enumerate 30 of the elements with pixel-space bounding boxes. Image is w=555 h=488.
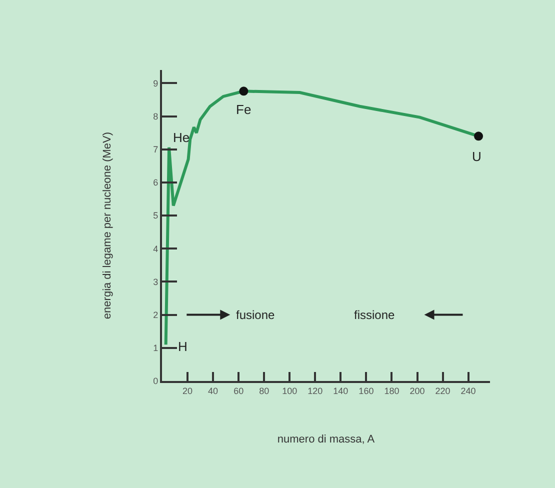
x-axis-title: numero di massa, A bbox=[277, 434, 376, 446]
x-tick-label: 40 bbox=[208, 386, 218, 396]
y-tick-label: 7 bbox=[153, 144, 158, 155]
x-tick-label: 180 bbox=[384, 386, 400, 396]
x-tick-label: 220 bbox=[435, 386, 450, 396]
x-tick-label: 80 bbox=[259, 386, 270, 396]
x-tick-label: 200 bbox=[410, 386, 425, 396]
x-tick-label: 120 bbox=[308, 386, 323, 396]
y-tick-label: 4 bbox=[153, 244, 158, 254]
y-tick-label: 0 bbox=[153, 376, 158, 386]
annotation: He bbox=[173, 130, 190, 145]
y-tick-label: 3 bbox=[153, 276, 158, 287]
y-tick-label: 1 bbox=[153, 343, 158, 354]
y-tick-label: 8 bbox=[153, 111, 158, 122]
annotation: fissione bbox=[354, 308, 396, 322]
y-axis-title: energia di legame per nucleone (MeV) bbox=[101, 132, 114, 320]
x-tick-label: 60 bbox=[234, 386, 244, 396]
annotation: Fe bbox=[236, 102, 252, 117]
x-tick-label: 240 bbox=[460, 386, 476, 396]
x-tick-label: 140 bbox=[333, 386, 348, 396]
annotation: H bbox=[178, 339, 188, 354]
x-tick-label: 100 bbox=[282, 386, 298, 396]
x-tick-label: 20 bbox=[182, 386, 193, 396]
y-tick-label: 9 bbox=[153, 78, 158, 88]
annotation: U bbox=[472, 149, 482, 164]
annotation: fusione bbox=[236, 308, 276, 322]
x-tick-label: 160 bbox=[358, 386, 374, 396]
y-tick-label: 5 bbox=[153, 210, 158, 221]
y-tick-label: 2 bbox=[153, 310, 158, 320]
y-tick-label: 6 bbox=[153, 178, 158, 188]
